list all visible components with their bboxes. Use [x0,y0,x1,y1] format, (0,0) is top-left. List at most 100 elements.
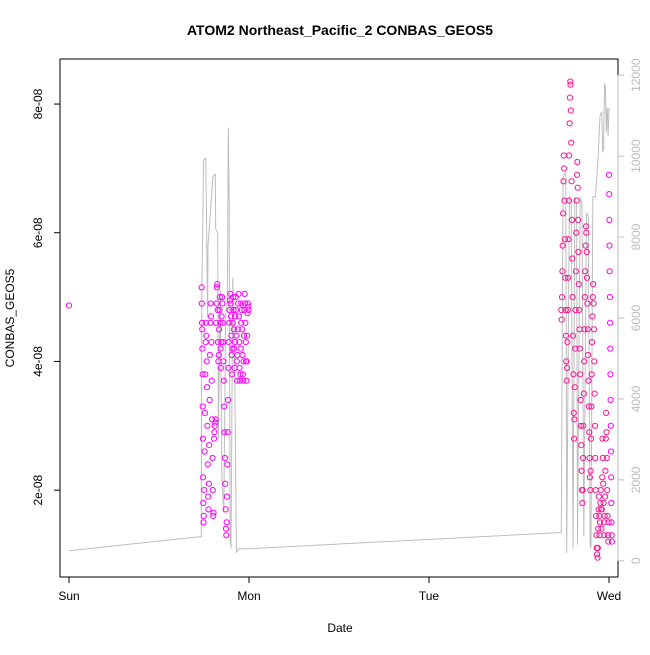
data-point [204,333,209,338]
data-point [590,295,595,300]
altitude-line [69,83,609,552]
plot-frame [60,59,618,577]
data-point [210,488,215,493]
data-point [224,520,229,525]
data-point [601,500,606,505]
data-point [604,410,609,415]
data-point [608,372,613,377]
data-point [597,513,602,518]
data-point [211,510,216,515]
data-point [602,494,607,499]
data-point [596,494,601,499]
data-point [202,449,207,454]
data-point [588,468,593,473]
y-tick-label: 8e-08 [31,88,45,119]
data-point [607,217,612,222]
data-point [607,295,612,300]
data-point [604,455,609,460]
data-point [222,404,227,409]
data-point [224,533,229,538]
data-point [583,269,588,274]
data-point [593,455,598,460]
right-tick-label: 6000 [629,304,643,331]
data-point [586,352,591,357]
data-point [206,494,211,499]
right-tick-label: 12000 [629,58,643,92]
data-point [224,494,229,499]
data-point [565,340,570,345]
y-tick-label: 6e-08 [31,217,45,248]
data-point [210,455,215,460]
data-point [568,108,573,113]
data-point [206,507,211,512]
data-point [66,303,71,308]
data-point [212,430,217,435]
data-point [565,365,570,370]
data-point [202,410,207,415]
data-point [226,365,231,370]
data-point [559,317,564,322]
data-point [569,217,574,222]
data-point [207,397,212,402]
data-point [592,391,597,396]
data-point [204,359,209,364]
data-points [66,79,614,560]
data-point [236,314,241,319]
data-point [228,291,233,296]
data-point [223,481,228,486]
data-point [605,533,610,538]
x-tick-label: Tue [419,589,440,603]
right-tick-label: 4000 [629,385,643,412]
data-point [240,352,245,357]
data-point [567,121,572,126]
data-point [581,391,586,396]
data-point [575,185,580,190]
data-point [237,365,242,370]
data-point [609,500,614,505]
data-point [212,436,217,441]
altitude-series [69,83,609,552]
data-point [608,397,613,402]
data-point [245,333,250,338]
data-point [243,340,248,345]
data-point [242,291,247,296]
data-point [582,295,587,300]
data-point [223,526,228,531]
data-point [245,311,250,316]
data-point [608,346,613,351]
right-tick-label: 10000 [629,139,643,173]
data-point [569,140,574,145]
data-point [607,243,612,248]
x-tick-label: Wed [597,589,621,603]
data-point [207,443,212,448]
data-point [209,340,214,345]
data-point [222,455,227,460]
x-axis: Sun Mon Tue Wed [58,577,621,603]
data-point [575,159,580,164]
right-tick-label: 0 [629,557,643,564]
data-point [221,378,226,383]
data-point [586,378,591,383]
data-point [205,423,210,428]
data-point [209,378,214,383]
data-point [598,488,603,493]
y-axis-label: CONBAS_GEOS5 [3,268,17,367]
data-point [201,513,206,518]
data-point [200,346,205,351]
data-point [604,430,609,435]
data-point [603,436,608,441]
data-point [599,526,604,531]
data-point [608,449,613,454]
data-point [207,352,212,357]
data-point [583,243,588,248]
data-point [567,95,572,100]
data-point [226,340,231,345]
data-point [205,462,210,467]
right-tick-label: 8000 [629,223,643,250]
data-point [202,488,207,493]
data-point [203,340,208,345]
data-point [607,269,612,274]
data-point [600,475,605,480]
data-point [568,82,573,87]
